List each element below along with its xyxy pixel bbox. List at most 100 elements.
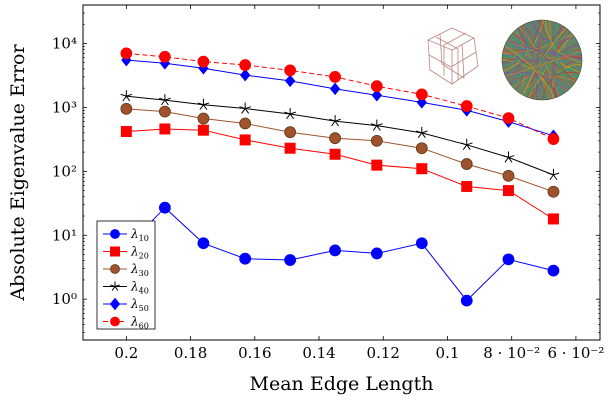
legend-label: λ10	[130, 227, 149, 243]
series-line	[126, 128, 554, 220]
data-point	[329, 115, 341, 127]
data-point	[502, 151, 515, 163]
data-point	[329, 132, 341, 145]
data-point	[120, 47, 133, 60]
data-point	[197, 112, 210, 125]
data-point	[239, 117, 252, 130]
data-point	[197, 237, 210, 250]
data-point	[284, 254, 297, 266]
x-tick-label: 0.12	[367, 344, 400, 362]
y-tick-label: 10²	[52, 162, 77, 180]
data-point	[460, 138, 473, 150]
mesh-inset	[427, 19, 583, 101]
data-point	[239, 102, 252, 114]
x-tick-label: 8 · 10⁻²	[483, 344, 540, 362]
data-point	[460, 100, 473, 112]
data-point	[240, 68, 251, 82]
data-point	[502, 112, 515, 125]
data-point	[502, 185, 514, 197]
y-tick-label: 10¹	[52, 226, 77, 244]
data-point	[284, 142, 296, 154]
data-point	[329, 82, 341, 96]
legend-marker	[110, 316, 120, 327]
legend-marker	[110, 281, 120, 291]
data-point	[547, 213, 559, 225]
legend-box	[96, 220, 156, 330]
data-point	[197, 124, 209, 136]
data-point	[370, 80, 383, 93]
series-λ40	[120, 90, 560, 181]
legend-item: λ50	[103, 297, 149, 313]
legend-item: λ60	[103, 315, 149, 331]
x-tick-label: 0.18	[174, 344, 207, 362]
legend-marker	[110, 229, 120, 239]
series-λ60	[120, 47, 560, 145]
data-point	[158, 50, 171, 63]
data-point	[547, 168, 560, 181]
x-tick-label: 6 · 10⁻²	[547, 344, 604, 362]
data-point	[239, 59, 252, 71]
data-point	[159, 94, 171, 106]
sphere-mesh-inset	[501, 19, 583, 101]
series-layer	[120, 47, 560, 307]
y-axis-label: Absolute Eigenvalue Error	[7, 44, 29, 302]
data-point	[415, 88, 428, 101]
data-point	[284, 74, 296, 88]
legend-label: λ60	[130, 315, 149, 331]
x-tick-label: 0.14	[302, 344, 335, 362]
data-point	[547, 133, 560, 145]
data-point	[460, 158, 473, 170]
data-point	[329, 148, 341, 160]
data-point	[120, 125, 132, 137]
data-point	[502, 253, 515, 266]
legend-item: λ20	[103, 245, 149, 261]
data-point	[120, 90, 133, 102]
legend-item: λ40	[103, 280, 149, 296]
legend-item: λ10	[103, 227, 149, 243]
data-point	[461, 180, 473, 192]
data-point	[239, 252, 252, 265]
y-tick-label: 10⁴	[52, 34, 77, 52]
series-λ50	[121, 53, 559, 143]
data-point	[370, 119, 383, 131]
legend-label: λ30	[130, 262, 149, 278]
data-point	[159, 123, 171, 135]
series-λ30	[120, 102, 560, 198]
legend-item: λ30	[103, 262, 149, 278]
data-point	[547, 185, 560, 198]
data-point	[329, 71, 341, 83]
series-line	[126, 207, 554, 302]
axis-ticks: 0.2 0.18 0.16 0.14 0.12 0.1 8 · 10⁻² 6 · 10⁻² 10…	[52, 4, 604, 362]
data-point	[370, 134, 383, 147]
legend-marker	[109, 297, 121, 311]
data-point	[158, 105, 171, 118]
data-point	[158, 201, 171, 214]
legend-label: λ40	[130, 280, 149, 296]
data-point	[547, 264, 560, 277]
x-tick-label: 0.2	[114, 344, 138, 362]
y-tick-label: 10⁰	[52, 290, 77, 308]
x-tick-label: 0.16	[238, 344, 271, 362]
series-line	[126, 59, 554, 137]
data-point	[460, 294, 473, 307]
data-point	[416, 163, 428, 175]
data-point	[197, 55, 210, 68]
legend-marker	[110, 264, 120, 274]
legend-label: λ20	[130, 245, 149, 261]
data-point	[370, 247, 383, 260]
data-point	[371, 88, 382, 102]
legend-label: λ50	[130, 297, 149, 313]
data-point	[415, 126, 428, 139]
series-λ20	[120, 123, 559, 225]
cube-wireframe-inset	[427, 27, 479, 85]
x-tick-label: 0.1	[436, 344, 460, 362]
series-λ10	[120, 201, 560, 307]
data-point	[329, 244, 341, 257]
plot-frame	[82, 4, 601, 341]
data-point	[415, 142, 428, 155]
data-point	[284, 64, 297, 77]
data-point	[120, 102, 133, 115]
data-point	[371, 159, 383, 171]
